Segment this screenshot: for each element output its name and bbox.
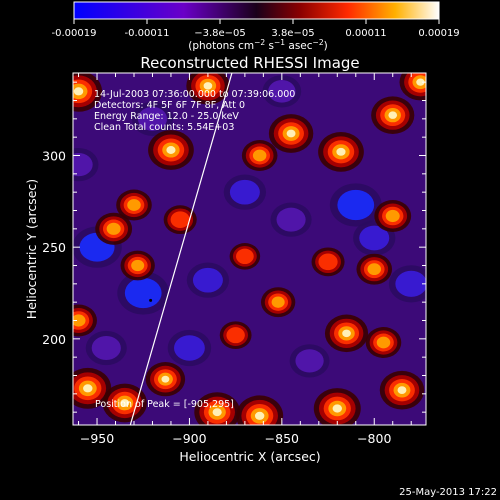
cold-spot: [276, 207, 306, 232]
hot-spot: [388, 111, 398, 119]
hot-spot: [397, 386, 407, 395]
hot-spot: [376, 336, 391, 349]
solar-limb-line: [129, 73, 233, 425]
colorbar-tick-label: 0.00019: [418, 28, 459, 39]
cold-spot: [295, 349, 324, 373]
plot-frame: [72, 72, 427, 426]
cold-spot: [337, 189, 375, 221]
colorbar-tick-label: -0.00011: [125, 28, 170, 39]
y-axis-ticks: 200 250 300: [42, 81, 426, 413]
annotation-line: Energy Range: 12.0 - 25.0 keV: [94, 111, 239, 122]
cold-spot: [229, 179, 260, 205]
image-intensity-blobs: [73, 73, 426, 425]
colorbar-unit-label: (photons cm−2 s−1 asec−2): [188, 38, 327, 52]
hot-spot: [73, 314, 86, 327]
hot-spot: [318, 253, 338, 271]
hot-spot: [286, 129, 296, 138]
hot-spot: [336, 147, 346, 156]
annotation-block: 14-Jul-2003 07:36:00.000 to 07:39:06.000…: [94, 89, 295, 133]
cold-spot: [124, 277, 162, 309]
cold-spot: [359, 225, 390, 251]
x-tick-label: −950: [80, 431, 114, 446]
peak-marker: [149, 298, 153, 302]
hot-spot: [236, 248, 254, 265]
hot-spot: [332, 404, 342, 413]
chart-title: Reconstructed RHESSI Image: [140, 54, 359, 72]
annotation-line: Clean Total counts: 5.54E+03: [94, 122, 234, 133]
cold-spot: [73, 153, 93, 177]
y-tick-label: 200: [42, 332, 66, 347]
annotation-line: 14-Jul-2003 07:36:00.000 to 07:39:06.000: [94, 89, 295, 100]
hot-spot: [106, 222, 121, 235]
hot-spot: [342, 329, 351, 338]
colorbar: [73, 1, 440, 20]
hot-spot: [252, 149, 267, 162]
hot-spot: [120, 399, 130, 407]
y-tick-label: 250: [42, 240, 66, 255]
y-tick-label: 300: [42, 149, 66, 164]
hot-spot: [212, 408, 222, 417]
colorbar-tick-label: −3.8e−05: [194, 28, 246, 39]
hot-spot: [161, 375, 170, 383]
hot-spot: [385, 209, 400, 223]
hot-spot: [226, 327, 245, 344]
colorbar-tick-label: 3.8e−05: [271, 28, 314, 39]
x-tick-label: −900: [172, 431, 206, 446]
x-tick-label: −850: [265, 431, 299, 446]
cold-spot: [174, 335, 205, 361]
y-axis-label: Heliocentric Y (arcsec): [24, 179, 39, 319]
colorbar-tick-label: -0.00019: [52, 28, 97, 39]
hot-spot: [73, 87, 84, 96]
hot-spot: [416, 78, 425, 86]
annotation-line: Detectors: 4F 5F 6F 7F 8F, Att 0: [94, 100, 245, 111]
hot-spot: [83, 384, 93, 393]
footer-timestamp: 25-May-2013 17:22: [399, 487, 497, 498]
peak-position-label: Position of Peak = [-905,295]: [95, 399, 234, 410]
colorbar-ticks: -0.00019 -0.00011 −3.8e−05 3.8e−05 0.00011 0.…: [52, 19, 460, 39]
x-tick-label: −800: [357, 431, 391, 446]
cold-spot: [192, 267, 223, 293]
x-axis-label: Heliocentric X (arcsec): [179, 449, 320, 464]
hot-spot: [203, 82, 213, 90]
x-axis-ticks: −950 −900 −850 −800: [78, 73, 412, 446]
cold-spot: [268, 80, 296, 103]
hot-spot: [170, 211, 190, 229]
hot-spot: [367, 263, 382, 276]
cold-spot: [137, 106, 168, 131]
hot-spot: [254, 411, 265, 420]
colorbar-tick-label: 0.00011: [345, 28, 386, 39]
hot-spot: [271, 296, 285, 308]
cold-spot: [91, 336, 121, 360]
hot-spot: [127, 199, 141, 211]
cold-spot: [395, 270, 426, 297]
hot-spot: [166, 146, 176, 154]
hot-spot: [131, 259, 145, 272]
